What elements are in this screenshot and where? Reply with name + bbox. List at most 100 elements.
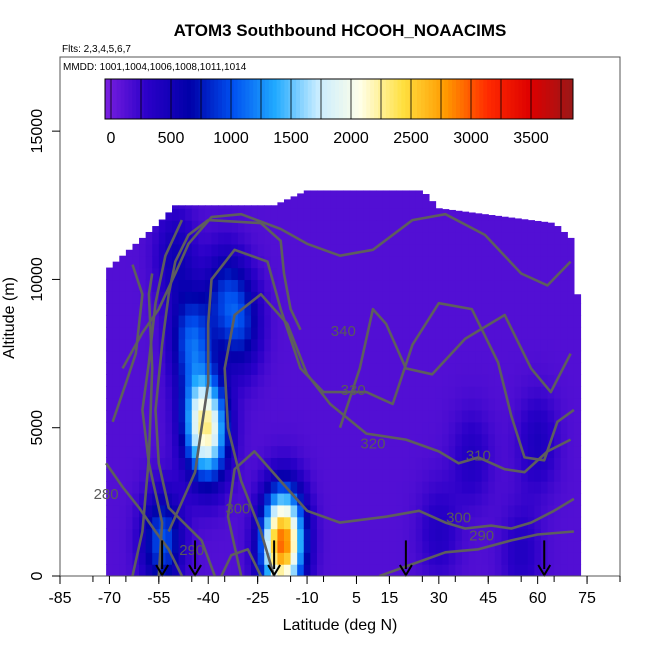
heatmap-cell — [310, 326, 318, 340]
heatmap-cell — [231, 386, 239, 399]
heatmap-cell — [224, 255, 232, 269]
heatmap-cell — [527, 267, 535, 281]
heatmap-cell — [514, 492, 522, 506]
heatmap-cell — [336, 445, 344, 458]
heatmap-cell — [428, 315, 437, 328]
heatmap-cell — [185, 409, 193, 423]
heatmap-cell — [198, 303, 206, 316]
heatmap-cell — [191, 231, 199, 245]
heatmap-cell — [356, 433, 364, 447]
heatmap-cell — [560, 243, 568, 257]
heatmap-cell — [475, 350, 483, 364]
heatmap-cell — [112, 398, 120, 411]
heatmap-cell — [257, 338, 265, 352]
heatmap-cell — [527, 231, 535, 245]
heatmap-cell — [165, 303, 173, 316]
heatmap-cell — [303, 315, 311, 328]
x-tick-label: -40 — [197, 590, 220, 607]
heatmap-cell — [152, 386, 160, 399]
x-tick-label: 75 — [578, 590, 596, 607]
heatmap-cell — [165, 255, 173, 269]
heatmap-cell — [376, 528, 384, 542]
heatmap-cell — [521, 445, 529, 458]
heatmap-cell — [389, 279, 397, 292]
heatmap-cell — [257, 362, 265, 375]
heatmap-cell — [468, 291, 476, 304]
heatmap-cell — [112, 469, 120, 482]
heatmap-cell — [198, 243, 206, 257]
heatmap-cell — [409, 409, 417, 423]
heatmap-cell — [396, 445, 404, 458]
heatmap-cell — [218, 208, 226, 221]
heatmap-cell — [218, 433, 226, 447]
heatmap-cell — [172, 350, 180, 364]
x-axis-title: Latitude (deg N) — [283, 617, 398, 634]
heatmap-cell — [573, 564, 582, 576]
heatmap-cell — [382, 267, 391, 281]
contour-label: 290 — [179, 542, 204, 559]
heatmap-cell — [448, 409, 456, 423]
heatmap-cell — [323, 445, 331, 458]
heatmap-cell — [560, 433, 568, 447]
heatmap-cell — [270, 492, 279, 506]
heatmap-cell — [303, 374, 311, 387]
colorbar: 0 500 1000 1500 2000 2500 3000 3500 — [104, 78, 574, 147]
heatmap-cell — [237, 362, 246, 375]
heatmap-cell — [290, 409, 298, 423]
heatmap-cell — [356, 190, 364, 197]
heatmap-cell — [488, 255, 496, 269]
heatmap-cell — [237, 540, 246, 553]
heatmap-cell — [369, 386, 377, 399]
heatmap-cell — [442, 492, 450, 506]
heatmap-cell — [106, 315, 114, 328]
heatmap-cell — [257, 504, 265, 518]
heatmap-cell — [475, 326, 483, 340]
heatmap-cell — [297, 504, 305, 518]
heatmap-cell — [369, 481, 377, 494]
heatmap-cell — [422, 433, 430, 447]
heatmap-cell — [389, 540, 397, 553]
colorbar-segment — [502, 79, 508, 119]
heatmap-cell — [488, 409, 496, 423]
contour-line — [131, 273, 154, 576]
heatmap-cell — [178, 433, 186, 447]
heatmap-cell — [323, 540, 331, 553]
heatmap-cell — [277, 338, 285, 352]
heatmap-cell — [521, 469, 529, 482]
heatmap-cell — [218, 350, 226, 364]
heatmap-cell — [475, 231, 483, 245]
heatmap-cell — [132, 279, 140, 292]
heatmap-cell — [356, 326, 364, 340]
heatmap-cell — [204, 267, 213, 281]
heatmap-cell — [422, 516, 430, 530]
heatmap-cell — [527, 481, 535, 494]
heatmap-cell — [540, 516, 549, 530]
heatmap-cell — [178, 208, 186, 221]
colorbar-segment — [229, 79, 235, 119]
heatmap-cell — [277, 516, 285, 530]
heatmap-cell — [204, 528, 213, 542]
heatmap-cell — [363, 528, 371, 542]
heatmap-cell — [165, 433, 173, 447]
heatmap-cell — [547, 267, 555, 281]
heatmap-cell — [290, 362, 298, 375]
colorbar-segment — [319, 79, 324, 119]
heatmap-cell — [481, 326, 489, 340]
heatmap-cell — [165, 315, 173, 328]
heatmap-cell — [244, 445, 252, 458]
heatmap-cell — [284, 540, 292, 553]
heatmap-cell — [284, 386, 292, 399]
heatmap-cell — [198, 481, 206, 494]
heatmap-cell — [448, 386, 456, 399]
heatmap-cell — [442, 445, 450, 458]
heatmap-cell — [534, 540, 542, 553]
flight-marker-arrowhead — [537, 564, 552, 577]
heatmap-cell — [448, 338, 456, 352]
heatmap-cell — [218, 564, 226, 576]
heatmap-cell — [369, 315, 377, 328]
heatmap-cell — [389, 326, 397, 340]
heatmap-cell — [185, 315, 193, 328]
heatmap-cell — [382, 243, 391, 257]
heatmap-cell — [468, 504, 476, 518]
heatmap-cell — [185, 255, 193, 269]
